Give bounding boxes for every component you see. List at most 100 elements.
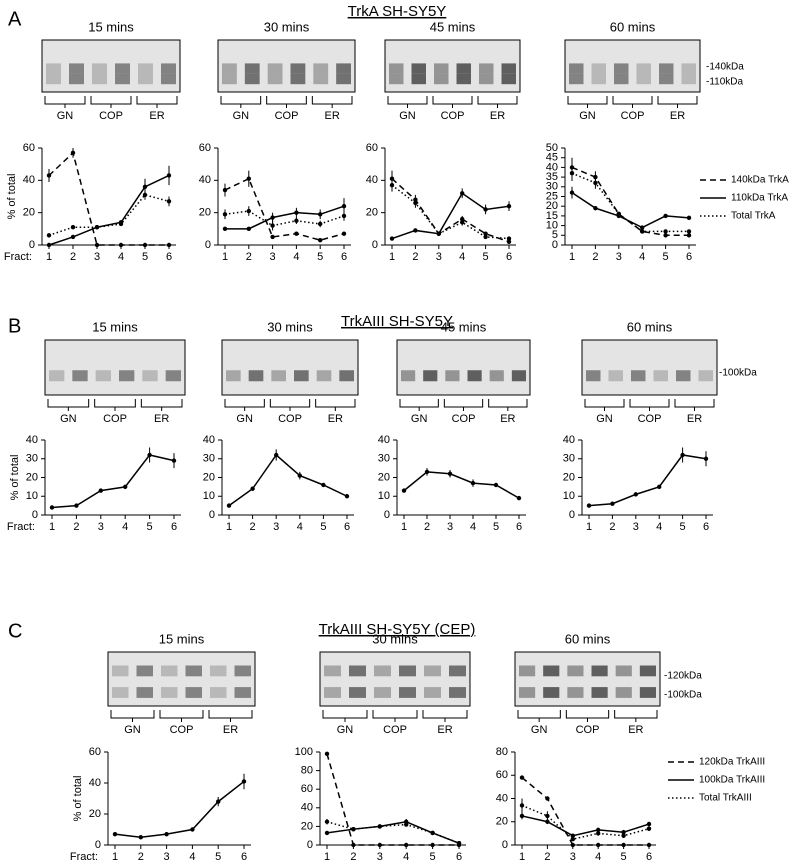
blot-band	[681, 63, 696, 74]
y-tick-label: 25	[546, 190, 558, 202]
blot-band	[142, 370, 158, 382]
series-line	[571, 191, 690, 229]
point	[98, 488, 104, 493]
panel-title: TrkAIII SH-SY5Y	[341, 313, 453, 330]
point	[377, 824, 382, 829]
x-tick-label: 6	[456, 851, 462, 863]
blot-band	[46, 73, 61, 85]
lane-bracket	[90, 96, 132, 108]
legend-label: Total TrkA	[731, 211, 776, 222]
lane-label: ER	[149, 110, 164, 122]
blot-band	[374, 687, 391, 698]
point	[593, 180, 598, 186]
blot	[396, 339, 531, 396]
blot-band	[399, 665, 416, 677]
point	[703, 456, 709, 461]
blot-band	[608, 370, 623, 382]
point	[274, 452, 279, 458]
lane-bracket	[94, 399, 136, 411]
y-tick-label: 60	[199, 142, 211, 154]
point	[222, 226, 228, 232]
point	[686, 233, 692, 238]
point	[341, 213, 347, 219]
point	[222, 187, 228, 193]
blot-band	[636, 63, 651, 74]
lane-bracket	[612, 96, 653, 108]
x-tick-label: 6	[171, 521, 177, 533]
lane-label: COP	[441, 110, 465, 122]
x-tick-label: 5	[317, 251, 323, 263]
point	[404, 822, 409, 827]
point	[389, 236, 395, 241]
y-tick-label: 10	[546, 220, 558, 232]
y-tick-label: 40	[496, 792, 508, 804]
x-tick-label: 3	[164, 851, 170, 863]
blot-title: 60 mins	[610, 19, 656, 34]
blot-band	[324, 665, 341, 677]
point	[166, 173, 172, 178]
lane-bracket	[387, 96, 428, 108]
point	[190, 827, 195, 832]
point	[74, 503, 79, 508]
x-tick-label: 5	[430, 851, 436, 863]
x-tick-label: 5	[320, 521, 326, 533]
x-tick-label: 2	[350, 851, 356, 863]
point	[324, 830, 330, 836]
lane-bracket	[517, 710, 561, 722]
blot	[564, 39, 701, 93]
point	[216, 799, 221, 804]
y-tick-label: 20	[89, 808, 101, 820]
x-tick-label: 6	[703, 521, 709, 533]
point	[413, 228, 418, 233]
x-tick-label: 6	[646, 851, 652, 863]
blot-band	[479, 63, 494, 74]
blot-band	[659, 73, 674, 85]
blot-band	[519, 687, 536, 698]
x-tick-label: 6	[341, 251, 347, 263]
blot-band	[349, 687, 366, 698]
y-tick-label: 40	[301, 802, 313, 814]
point	[663, 213, 668, 219]
y-tick-label: 0	[502, 839, 508, 851]
blot-band	[95, 370, 111, 382]
point	[436, 231, 441, 236]
kda-marker: -120kDa	[664, 671, 702, 682]
y-tick-label: 20	[496, 816, 508, 828]
point	[294, 210, 299, 215]
lane-label: COP	[383, 724, 407, 736]
x-tick-label: 1	[389, 251, 395, 263]
lane-label: COP	[99, 110, 123, 122]
lane-label: ER	[628, 724, 643, 736]
lane-bracket	[657, 96, 698, 108]
y-tick-label: 60	[89, 746, 101, 758]
y-tick-label: 0	[372, 239, 378, 251]
lane-label: COP	[452, 413, 476, 425]
series-line	[571, 166, 689, 237]
blot-band	[456, 73, 471, 85]
point	[147, 452, 152, 458]
lane-bracket	[269, 399, 311, 411]
x-tick-label: 6	[241, 851, 247, 863]
point	[657, 484, 662, 490]
blot-band	[226, 370, 241, 382]
y-tick-label: 40	[26, 434, 38, 446]
y-tick-label: 0	[95, 839, 101, 851]
blot-title: 30 mins	[267, 319, 313, 334]
y-tick-label: 20	[366, 207, 378, 219]
point	[586, 503, 592, 508]
blot-band	[313, 63, 329, 74]
lane-bracket	[266, 96, 307, 108]
lane-bracket	[136, 96, 178, 108]
blot-band	[567, 665, 584, 677]
point	[389, 182, 395, 188]
x-tick-label: 4	[639, 251, 645, 263]
y-tick-label: 30	[378, 453, 390, 465]
series-line	[51, 454, 175, 509]
point	[401, 488, 407, 493]
x-tick-label: 6	[686, 251, 692, 263]
blot-band	[112, 687, 129, 698]
lane-label: GN	[399, 110, 416, 122]
lane-label: GN	[531, 724, 548, 736]
y-tick-label: 20	[203, 471, 215, 483]
blot-band	[290, 73, 306, 85]
